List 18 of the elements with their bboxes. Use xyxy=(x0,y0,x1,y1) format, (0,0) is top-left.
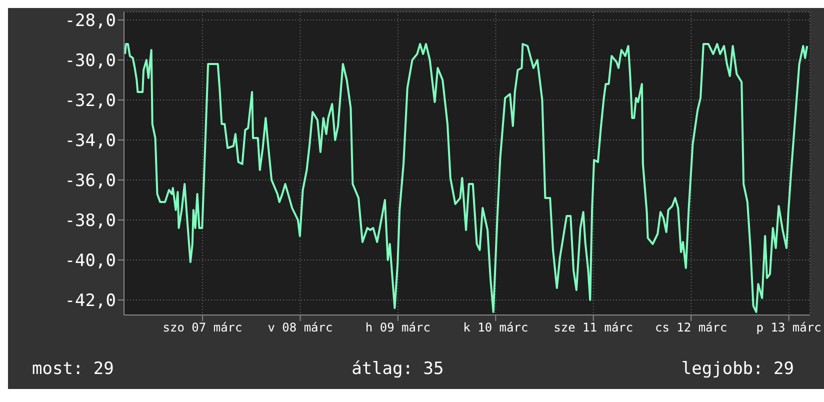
y-tick-label: -34,0 xyxy=(64,131,116,152)
x-tick-label: p 13 márc xyxy=(756,320,822,335)
x-tick-label: sze 11 márc xyxy=(554,320,634,335)
text: átlag: 35 xyxy=(352,359,444,379)
y-tick-label: -42,0 xyxy=(64,291,116,312)
x-tick-label: szo 07 márc xyxy=(162,320,242,335)
y-tick-label: -38,0 xyxy=(64,211,116,232)
x-tick-label: k 10 márc xyxy=(463,320,528,335)
text: legjobb: 29 xyxy=(681,359,794,379)
y-tick-label: -30,0 xyxy=(64,51,116,72)
x-tick-label: cs 12 márc xyxy=(654,320,728,335)
y-tick-label: -36,0 xyxy=(64,171,116,192)
y-tick-label: -32,0 xyxy=(64,91,116,112)
y-tick-label: -40,0 xyxy=(64,251,116,272)
x-tick-label: v 08 márc xyxy=(268,320,333,335)
text: most: 29 xyxy=(32,359,114,379)
x-tick-label: h 09 márc xyxy=(365,320,430,335)
y-tick-label: -28,0 xyxy=(64,11,116,32)
